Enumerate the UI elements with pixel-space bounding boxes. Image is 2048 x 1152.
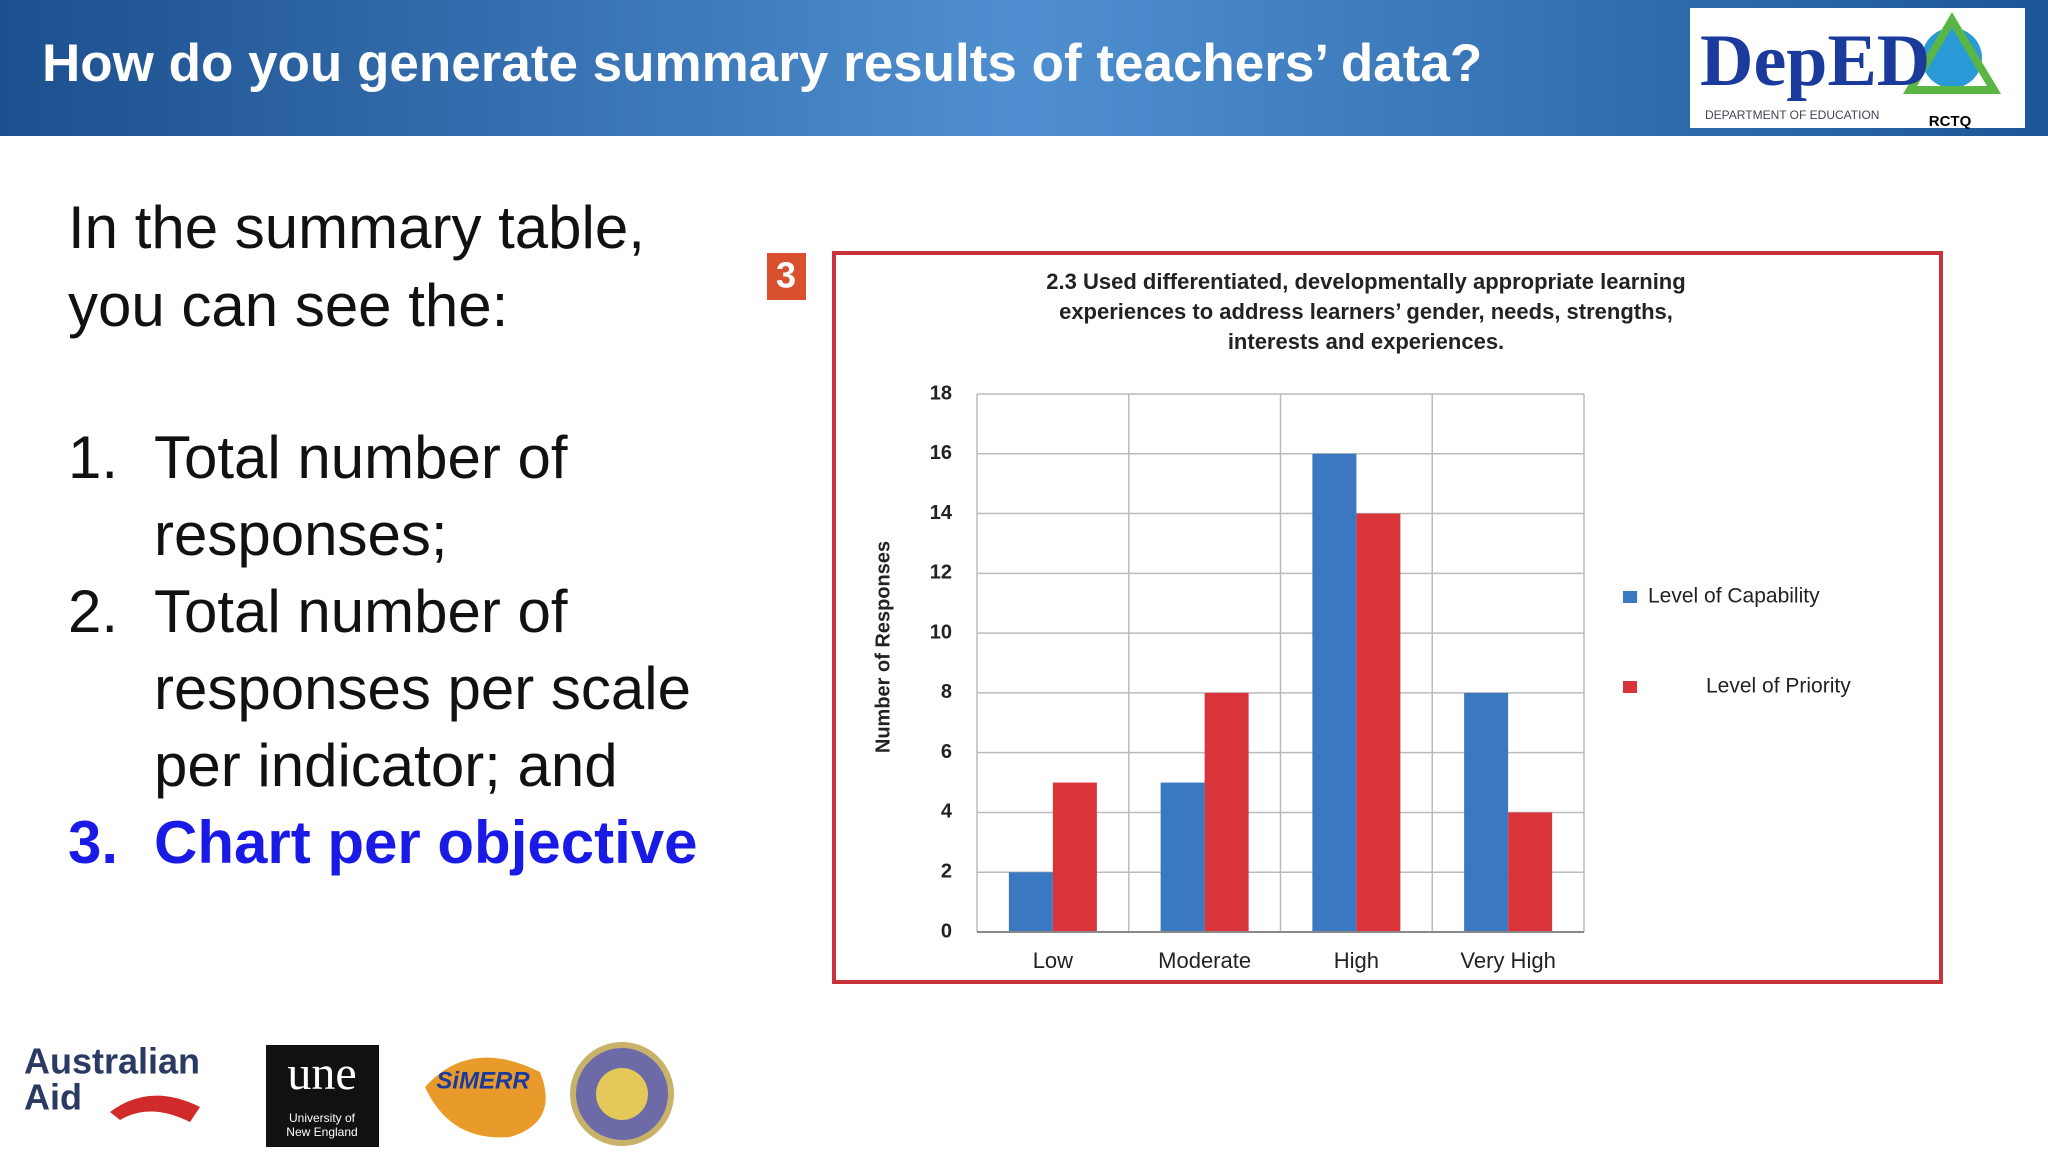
une-box [266, 1045, 379, 1147]
une-logo: une [287, 1047, 356, 1100]
bar [1464, 692, 1509, 932]
list-number: 2. [68, 578, 119, 645]
y-tick-label: 10 [930, 621, 952, 643]
chart-title: 2.3 Used differentiated, developmentally… [1046, 269, 1685, 294]
legend-swatch [1623, 591, 1637, 603]
y-tick-label: 4 [941, 801, 953, 823]
list-number: 1. [68, 424, 119, 491]
list-line: Total number of [154, 578, 568, 645]
y-tick-label: 2 [941, 861, 952, 883]
seal-center [596, 1068, 648, 1120]
bar [1356, 513, 1401, 932]
header: DepED DEPARTMENT OF EDUCATION RCTQ How d… [0, 0, 2048, 136]
une-caption: University of [289, 1111, 356, 1125]
y-tick-label: 16 [930, 442, 952, 464]
list-line: Total number of [154, 424, 568, 491]
y-tick-label: 14 [930, 502, 953, 524]
x-tick-label: High [1334, 948, 1379, 973]
badge-box [767, 253, 806, 300]
legend-label: Level of Capability [1648, 585, 1820, 608]
list-line: responses; [154, 501, 448, 568]
list-number: 3. [68, 809, 119, 876]
badge: 3 [776, 255, 796, 296]
y-tick-label: 8 [941, 681, 952, 703]
simerr-logo: SiMERR [436, 1067, 530, 1094]
x-tick-label: Very High [1460, 948, 1555, 973]
simerr-map [425, 1057, 546, 1138]
logo-triangle [1902, 12, 2002, 94]
y-axis-label: Number of Responses [872, 541, 894, 753]
chart-title: experiences to address learners’ gender,… [1059, 299, 1673, 324]
intro-line: you can see the: [68, 272, 509, 339]
bar [1052, 782, 1097, 932]
bar [1008, 872, 1053, 932]
bar [1508, 812, 1553, 932]
une-caption: New England [286, 1125, 357, 1139]
legend-swatch [1623, 681, 1637, 693]
y-tick-label: 18 [930, 382, 952, 404]
chart-title: interests and experiences. [1228, 329, 1504, 354]
y-tick-label: 0 [941, 920, 952, 942]
rctq-label: RCTQ [1929, 113, 1972, 130]
australian-aid: Aid [24, 1077, 82, 1118]
bar [1204, 692, 1249, 932]
australian-aid: Australian [24, 1041, 200, 1082]
slide-title: How do you generate summary results of t… [42, 34, 1482, 93]
list-line: Chart per objective [154, 809, 698, 876]
bar [1312, 453, 1357, 932]
legend-label: Level of Priority [1706, 675, 1851, 698]
list-line: responses per scale [154, 655, 691, 722]
list-line: per indicator; and [154, 732, 618, 799]
intro-line: In the summary table, [68, 194, 645, 261]
y-tick-label: 12 [930, 562, 952, 584]
deped-logo: DepED [1700, 20, 1930, 102]
x-tick-label: Low [1033, 948, 1073, 973]
y-tick-label: 6 [941, 741, 952, 763]
bar [1160, 782, 1205, 932]
kangaroo [110, 1095, 200, 1122]
x-tick-label: Moderate [1158, 948, 1251, 973]
chart-frame [832, 251, 1943, 984]
deped-caption: DEPARTMENT OF EDUCATION [1705, 108, 1879, 122]
